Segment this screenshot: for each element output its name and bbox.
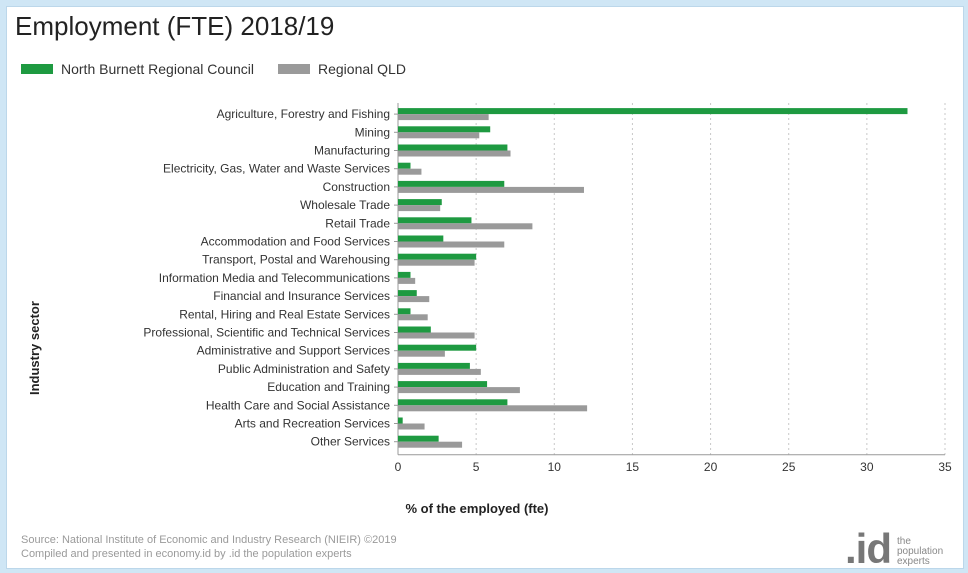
y-tick-label: Wholesale Trade <box>300 198 390 212</box>
bar-regional-qld <box>398 296 430 303</box>
id-logo-tagline: the population experts <box>897 537 943 567</box>
chart-title: Employment (FTE) 2018/19 <box>15 11 335 41</box>
y-tick-label: Other Services <box>311 435 390 449</box>
legend-label-north-burnett: North Burnett Regional Council <box>61 61 254 77</box>
legend-item-north-burnett: North Burnett Regional Council <box>21 61 254 77</box>
bar-north-burnett <box>398 399 508 406</box>
bar-north-burnett <box>398 435 439 442</box>
x-tick-label: 20 <box>704 460 718 474</box>
y-axis-label: Industry sector <box>27 301 42 395</box>
x-axis-label: % of the employed (fte) <box>405 501 549 516</box>
bar-regional-qld <box>398 405 588 412</box>
source-note: Source: National Institute of Economic a… <box>21 533 397 561</box>
legend-swatch-north-burnett <box>21 64 53 74</box>
bar-regional-qld <box>398 387 520 394</box>
bar-north-burnett <box>398 144 508 151</box>
bar-north-burnett <box>398 417 403 424</box>
bar-regional-qld <box>398 277 416 284</box>
y-tick-label: Professional, Scientific and Technical S… <box>143 326 390 340</box>
legend-label-regional-qld: Regional QLD <box>318 61 406 77</box>
bar-chart: 0 5 10 15 20 25 30 35 Agriculture, Forestry and … <box>143 103 952 474</box>
x-tick-label: 10 <box>548 460 562 474</box>
y-tick-label: Manufacturing <box>314 144 390 158</box>
bar-north-burnett <box>398 253 477 260</box>
chart-legend: North Burnett Regional Council Regional … <box>21 59 430 79</box>
legend-item-regional-qld: Regional QLD <box>278 61 406 77</box>
y-tick-label: Transport, Postal and Warehousing <box>202 253 390 267</box>
bar-regional-qld <box>398 332 475 339</box>
bar-regional-qld <box>398 114 489 121</box>
y-tick-label: Financial and Insurance Services <box>213 289 390 303</box>
bar-north-burnett <box>398 290 417 297</box>
bar-north-burnett <box>398 326 431 333</box>
id-logo-tag-3: experts <box>897 556 930 567</box>
bar-north-burnett <box>398 344 477 351</box>
bar-regional-qld <box>398 186 584 193</box>
bar-regional-qld <box>398 205 441 212</box>
bar-north-burnett <box>398 217 472 224</box>
y-tick-label: Health Care and Social Assistance <box>206 398 390 412</box>
bar-north-burnett <box>398 235 444 242</box>
bar-north-burnett <box>398 162 411 169</box>
x-tick-label: 15 <box>626 460 640 474</box>
bar-north-burnett <box>398 381 488 388</box>
y-tick-label: Agriculture, Forestry and Fishing <box>217 107 390 121</box>
y-tick-label: Electricity, Gas, Water and Waste Servic… <box>163 162 390 176</box>
bar-regional-qld <box>398 368 481 375</box>
bar-north-burnett <box>398 199 442 206</box>
y-tick-label: Administrative and Support Services <box>197 344 390 358</box>
bar-regional-qld <box>398 168 422 175</box>
bar-regional-qld <box>398 314 428 321</box>
bar-regional-qld <box>398 350 445 357</box>
x-tick-label: 30 <box>860 460 874 474</box>
y-tick-label: Education and Training <box>267 380 390 394</box>
y-tick-label: Rental, Hiring and Real Estate Services <box>179 307 390 321</box>
y-tick-label: Construction <box>323 180 390 194</box>
bar-north-burnett <box>398 308 411 315</box>
bar-north-burnett <box>398 271 411 278</box>
y-tick-label: Mining <box>355 125 390 139</box>
bar-regional-qld <box>398 259 475 266</box>
id-logo-tag-1: the <box>897 536 911 547</box>
bar-north-burnett <box>398 180 505 187</box>
bar-regional-qld <box>398 241 505 248</box>
x-tick-label: 5 <box>473 460 480 474</box>
x-tick-label: 0 <box>395 460 402 474</box>
bar-regional-qld <box>398 423 425 430</box>
bar-regional-qld <box>398 223 533 230</box>
bar-regional-qld <box>398 132 480 139</box>
y-tick-label: Arts and Recreation Services <box>235 417 390 431</box>
y-tick-label: Public Administration and Safety <box>218 362 390 376</box>
id-logo-mark: .id <box>845 525 892 572</box>
x-tick-label: 25 <box>782 460 796 474</box>
bar-regional-qld <box>398 441 463 448</box>
y-tick-label: Information Media and Telecommunications <box>159 271 390 285</box>
bar-regional-qld <box>398 150 511 157</box>
x-tick-label: 35 <box>938 460 952 474</box>
y-tick-label: Accommodation and Food Services <box>201 235 390 249</box>
legend-swatch-regional-qld <box>278 64 310 74</box>
id-logo: .id the population experts <box>845 525 943 572</box>
source-line-1: Source: National Institute of Economic a… <box>21 534 397 546</box>
id-logo-tag-2: population <box>897 546 944 557</box>
chart-panel: Employment (FTE) 2018/19 North Burnett R… <box>6 6 964 572</box>
bar-north-burnett <box>398 362 470 369</box>
source-line-2: Compiled and presented in economy.id by … <box>21 548 352 560</box>
y-tick-label: Retail Trade <box>325 216 390 230</box>
bar-north-burnett <box>398 126 491 133</box>
bar-north-burnett <box>398 108 908 115</box>
